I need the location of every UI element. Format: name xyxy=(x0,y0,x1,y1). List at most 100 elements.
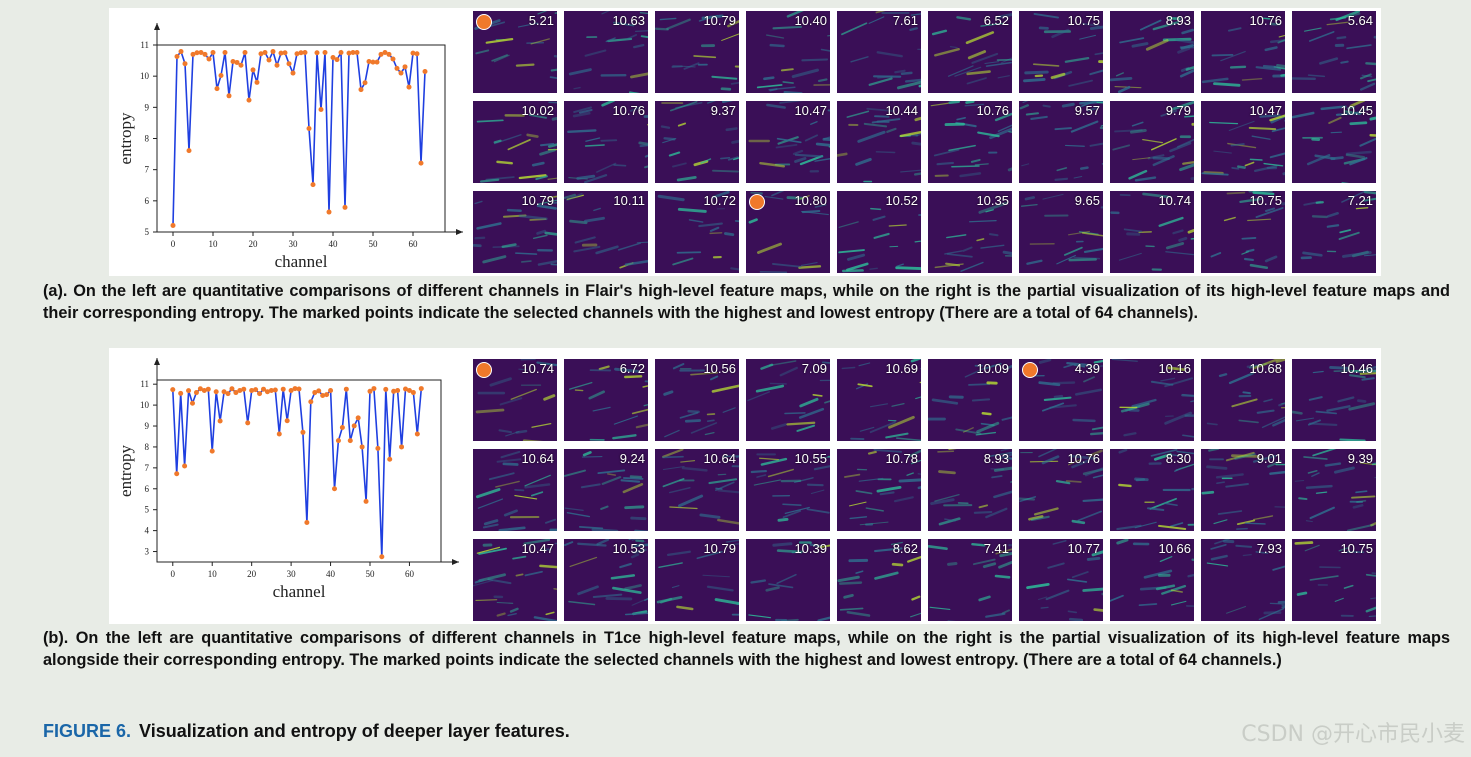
feature-streak xyxy=(668,486,691,494)
entropy-value: 10.16 xyxy=(1158,361,1191,376)
feature-streak xyxy=(1351,250,1369,258)
feature-streak xyxy=(874,115,890,118)
feature-streak xyxy=(796,424,815,432)
entropy-point xyxy=(190,400,195,406)
entropy-point xyxy=(363,498,369,504)
feature-streak xyxy=(662,478,685,488)
feature-streak xyxy=(1117,85,1131,93)
feature-streak xyxy=(1152,21,1180,31)
feature-streak xyxy=(1225,605,1247,614)
feature-streak xyxy=(809,543,822,548)
feature-streak xyxy=(630,72,648,79)
y-tick-label: 8 xyxy=(145,442,150,452)
feature-streak xyxy=(676,175,697,182)
feature-streak xyxy=(1068,230,1090,236)
feature-streak xyxy=(959,172,982,178)
entropy-value: 9.01 xyxy=(1256,451,1282,466)
entropy-point xyxy=(282,50,288,56)
feature-streak xyxy=(672,65,696,68)
feature-streak xyxy=(980,22,1003,27)
feature-map-tile: 10.77 xyxy=(1019,539,1103,621)
feature-map-texture xyxy=(1023,13,1103,87)
feature-streak xyxy=(1351,495,1376,499)
feature-streak xyxy=(498,429,512,434)
entropy-point xyxy=(230,59,236,65)
entropy-point xyxy=(422,68,428,74)
feature-streak xyxy=(706,101,717,104)
entropy-point xyxy=(205,386,211,392)
feature-streak xyxy=(874,571,899,580)
entropy-point xyxy=(174,54,180,60)
feature-streak xyxy=(672,162,687,168)
feature-streak xyxy=(1355,207,1369,210)
feature-streak xyxy=(777,517,789,522)
feature-streak xyxy=(929,606,951,611)
feature-streak xyxy=(931,398,959,405)
feature-map-tile: 7.41 xyxy=(928,539,1012,621)
feature-streak xyxy=(1150,380,1174,386)
entropy-point xyxy=(290,70,296,76)
feature-streak xyxy=(1345,153,1366,159)
feature-map-texture xyxy=(568,11,648,93)
entropy-point xyxy=(386,51,392,57)
feature-map-texture xyxy=(844,449,921,526)
feature-streak xyxy=(601,101,615,107)
feature-streak xyxy=(798,407,825,419)
feature-streak xyxy=(597,469,626,475)
feature-streak xyxy=(847,253,866,261)
feature-streak xyxy=(537,199,557,205)
feature-streak xyxy=(1335,11,1360,22)
feature-streak xyxy=(772,542,793,547)
feature-streak xyxy=(1361,377,1375,381)
entropy-point xyxy=(246,97,252,103)
feature-streak xyxy=(1220,50,1246,62)
entropy-point xyxy=(358,87,364,93)
feature-streak xyxy=(1082,498,1103,503)
feature-streak xyxy=(593,207,601,212)
feature-streak xyxy=(1309,31,1335,42)
feature-streak xyxy=(730,81,739,85)
entropy-point xyxy=(310,182,316,188)
feature-map-tile: 10.72 xyxy=(655,191,739,273)
feature-streak xyxy=(1021,163,1030,167)
feature-streak xyxy=(1273,66,1285,70)
entropy-point xyxy=(410,390,416,396)
feature-streak xyxy=(482,255,507,264)
feature-streak xyxy=(1042,193,1064,200)
feature-streak xyxy=(543,394,556,401)
feature-streak xyxy=(531,423,552,428)
feature-streak xyxy=(1100,125,1103,127)
feature-streak xyxy=(639,12,648,14)
feature-streak xyxy=(1320,105,1347,111)
feature-streak xyxy=(756,474,767,478)
feature-streak xyxy=(967,50,987,60)
feature-map-texture xyxy=(837,107,921,183)
feature-streak xyxy=(1343,584,1354,589)
feature-streak xyxy=(1210,543,1227,550)
feature-streak xyxy=(1214,539,1231,545)
entropy-value: 10.75 xyxy=(1340,541,1373,556)
feature-streak xyxy=(895,266,921,271)
feature-streak xyxy=(626,34,638,40)
x-tick-label: 10 xyxy=(208,569,218,579)
entropy-point xyxy=(342,204,348,210)
feature-streak xyxy=(760,457,788,466)
feature-map-texture xyxy=(930,101,1012,178)
y-tick-label: 9 xyxy=(145,421,150,431)
y-tick-label: 8 xyxy=(145,134,150,144)
feature-streak xyxy=(1069,454,1097,460)
feature-streak xyxy=(1333,466,1355,474)
entropy-value: 10.64 xyxy=(703,451,736,466)
feature-streak xyxy=(1158,524,1187,531)
feature-streak xyxy=(1111,359,1138,362)
feature-streak xyxy=(1228,371,1255,385)
feature-streak xyxy=(1339,438,1366,441)
entropy-value: 6.72 xyxy=(619,361,645,376)
feature-streak xyxy=(613,164,627,167)
feature-streak xyxy=(1123,228,1143,233)
feature-streak xyxy=(946,234,967,239)
feature-map-texture xyxy=(748,101,830,173)
selected-channel-marker xyxy=(749,194,765,210)
feature-streak xyxy=(1134,477,1149,482)
feature-streak xyxy=(786,421,816,426)
